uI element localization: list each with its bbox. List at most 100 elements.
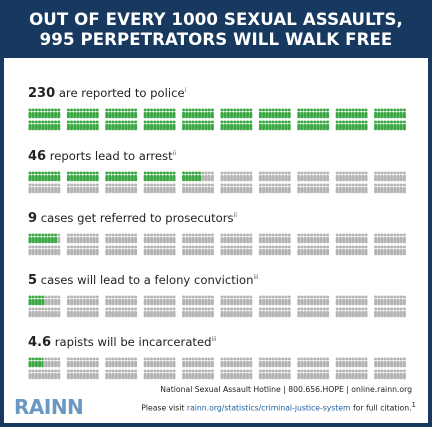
person-icon [284,245,288,256]
person-icon [274,120,278,131]
person-icon [364,295,368,306]
person-icon [111,108,115,119]
person-icon [242,171,246,182]
person-icon [313,369,317,380]
person-icon [86,245,90,256]
person-icon [393,295,397,306]
person-icon [79,120,83,131]
person-icon [127,108,131,119]
person-icon [338,171,342,182]
person-icon [396,108,400,119]
person-icon [274,171,278,182]
person-icon [188,369,192,380]
person-icon [210,183,214,194]
person-icon [194,307,198,318]
person-icon [233,307,237,318]
person-icon [41,357,44,368]
person-icon [79,233,83,244]
person-icon [364,369,368,380]
person-icon [287,108,291,119]
person-icon [322,369,326,380]
person-icon [393,120,397,131]
person-icon [399,245,403,256]
person-icon [374,108,378,119]
stat-label: 46 reports lead to arrestii [28,149,176,164]
person-icon [114,183,118,194]
person-icon [326,233,330,244]
person-icon [105,245,109,256]
person-icon [188,120,192,131]
person-icon [287,171,291,182]
person-icon [297,183,301,194]
person-icon [364,307,368,318]
person-icon [198,233,202,244]
person-icon [230,108,234,119]
person-icon [326,369,330,380]
stat-text: reports lead to arrest [49,149,173,163]
person-icon [258,307,262,318]
person-icon [226,369,230,380]
person-icon [383,171,387,182]
person-icon [390,233,394,244]
person-icon [265,183,269,194]
person-icon [44,295,48,306]
person-icon [153,120,157,131]
person-icon [185,233,189,244]
person-icon [377,108,381,119]
person-icon [191,245,195,256]
person-icon [31,171,35,182]
person-icon [118,245,122,256]
person-icon [249,307,253,318]
person-icon [73,233,77,244]
person-icon [335,245,339,256]
citation-link[interactable]: rainn.org/statistics/criminal-justice-sy… [186,403,351,413]
person-icon [172,357,176,368]
person-icon [111,307,115,318]
person-icon [236,357,240,368]
person-icon [242,307,246,318]
person-icon [79,108,83,119]
person-icon [319,369,323,380]
person-icon [134,307,138,318]
person-icon [105,233,109,244]
person-icon [50,357,54,368]
person-icon [127,295,131,306]
person-icon [322,295,326,306]
person-icon [201,357,205,368]
person-icon [306,108,310,119]
person-icon [402,307,406,318]
person-icon [258,183,262,194]
person-icon [159,183,163,194]
person-icon [396,307,400,318]
person-icon [342,295,346,306]
person-icon [342,120,346,131]
person-icon [156,307,160,318]
person-icon [402,245,406,256]
person-icon [249,369,253,380]
person-icon [268,245,272,256]
person-icon [79,295,83,306]
person-icon [348,183,352,194]
person-icon [194,171,198,182]
person-icon [265,108,269,119]
person-icon [44,245,48,256]
person-icon [76,369,80,380]
person-icon [361,295,365,306]
person-icon [169,295,173,306]
person-icon [79,369,83,380]
person-icon [198,120,202,131]
person-icon [191,233,195,244]
person-icon [47,245,51,256]
person-icon [121,233,125,244]
person-icon [342,307,346,318]
person-icon [66,233,70,244]
person-icon [242,295,246,306]
person-icon [364,120,368,131]
person-icon [249,295,253,306]
person-icon [226,295,230,306]
person-icon [223,183,227,194]
person-icon [297,171,301,182]
person-icon [79,171,83,182]
person-icon [143,307,147,318]
person-icon [124,245,128,256]
